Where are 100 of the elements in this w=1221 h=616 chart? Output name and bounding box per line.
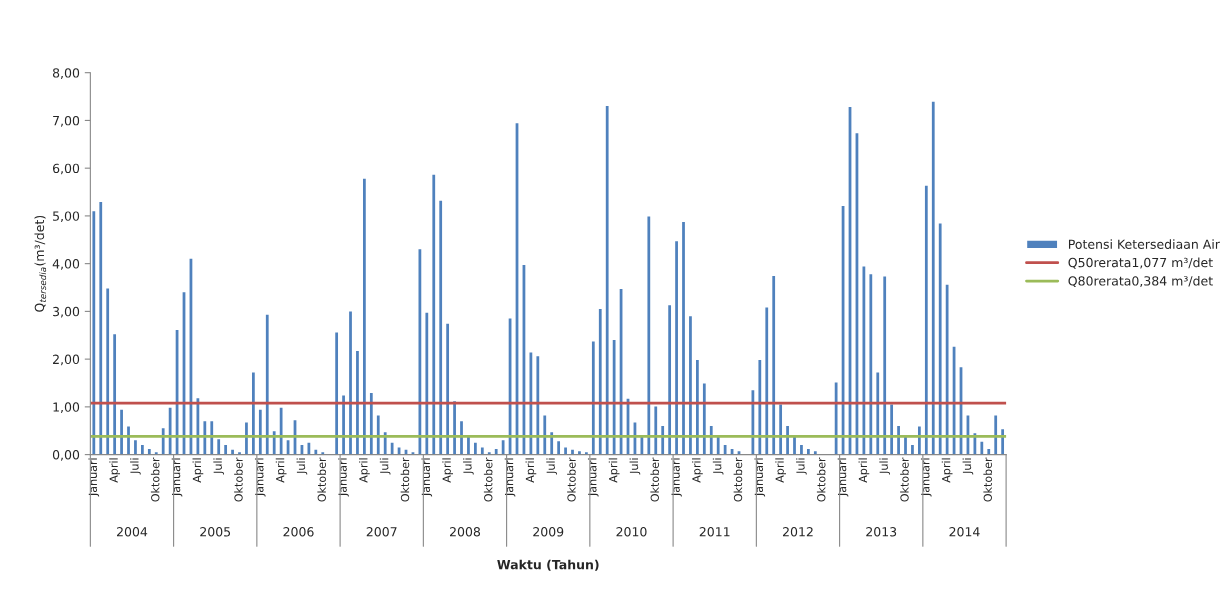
x-tick-label: April	[525, 458, 537, 483]
bar	[113, 334, 117, 455]
x-tick-label: Januari	[920, 458, 932, 497]
bar	[432, 174, 436, 455]
x-tick-label: Januari	[421, 458, 433, 497]
x-tick-label: Juli	[546, 458, 557, 475]
y-axis-title: Q$_{tersedia}$(m³/det)	[34, 215, 47, 312]
bar	[883, 276, 887, 455]
text: 2010	[616, 527, 647, 537]
x-axis-title: Waktu (Tahun)	[497, 559, 599, 571]
bar	[834, 382, 838, 455]
bar	[245, 422, 248, 455]
bar	[390, 442, 394, 455]
x-tick-label: Juli	[712, 458, 724, 475]
x-tick-label: April	[275, 458, 287, 483]
x-tick-label: Oktober	[983, 457, 992, 502]
x-tick-label: Oktober	[150, 457, 160, 502]
y-tick-label: 2,00	[53, 354, 80, 366]
bar	[876, 372, 880, 455]
bar	[120, 409, 123, 455]
bar	[501, 440, 505, 455]
x-tick-label: Januari	[338, 458, 349, 497]
x-tick-label: Juli	[629, 458, 641, 475]
bar	[675, 241, 678, 455]
bar	[911, 445, 914, 455]
text: 2005	[200, 527, 231, 537]
bar	[779, 404, 783, 455]
x-tick-label: Januari	[504, 458, 516, 497]
bar	[529, 352, 533, 455]
bar	[134, 440, 137, 455]
y-tick-label: 3,00	[53, 306, 80, 318]
bar	[647, 216, 651, 455]
legend-label: Q50rerata1,077 m³/det	[1068, 257, 1213, 269]
bar	[425, 312, 429, 455]
bar	[460, 421, 463, 455]
y-tick-label: 1,00	[53, 402, 80, 414]
bar	[668, 305, 672, 455]
bar	[363, 178, 366, 455]
bar	[307, 442, 311, 455]
bar	[168, 407, 172, 455]
x-tick-label: Oktober	[733, 457, 743, 502]
y-tick-label: 0,00	[52, 450, 80, 461]
x-tick-label: Juli	[463, 458, 474, 475]
bar	[938, 223, 942, 455]
y-tick-label: 7,00	[53, 115, 80, 127]
bar	[474, 442, 477, 455]
bar	[605, 106, 609, 455]
x-tick-label: April	[858, 458, 870, 483]
bar	[931, 101, 935, 455]
x-tick-label: April	[359, 458, 370, 483]
bar	[890, 404, 894, 455]
bar	[924, 185, 928, 455]
bar	[862, 266, 866, 455]
x-tick-label: Oktober	[400, 457, 410, 502]
bar	[945, 284, 949, 455]
text: 2014	[949, 527, 980, 537]
bar	[224, 445, 228, 455]
x-tick-label: April	[775, 458, 787, 483]
bar	[418, 249, 422, 455]
x-tick-label: Oktober	[816, 457, 826, 502]
bar	[265, 314, 269, 455]
x-tick-label: Oktober	[900, 457, 909, 502]
x-tick-label: Januari	[587, 458, 599, 497]
x-tick-label: Juli	[962, 458, 974, 475]
bar	[682, 222, 685, 455]
bar	[980, 441, 984, 455]
bar	[994, 415, 998, 455]
bar	[252, 372, 255, 455]
text: 2012	[782, 527, 813, 537]
bar	[480, 447, 484, 455]
bar	[106, 288, 110, 455]
text: 2004	[116, 527, 148, 537]
bar	[147, 448, 151, 455]
bar	[536, 356, 540, 455]
bar	[591, 341, 595, 455]
bar	[543, 415, 547, 455]
legend-label: Q80rerata0,384 m³/det	[1068, 275, 1213, 288]
bar	[335, 332, 339, 455]
bar	[349, 311, 352, 455]
x-tick-label: Juli	[796, 458, 807, 475]
x-tick-label: April	[608, 458, 620, 483]
y-tick-label: 6,00	[52, 163, 80, 175]
bar	[571, 449, 574, 455]
x-tick-label: Januari	[88, 458, 100, 497]
text: 2013	[866, 527, 897, 537]
text: 2011	[699, 527, 730, 537]
bar	[494, 448, 498, 455]
text: 2009	[533, 527, 564, 537]
bar	[342, 395, 345, 455]
x-tick-label: Oktober	[234, 457, 243, 502]
bar	[356, 351, 359, 455]
x-tick-label: Juli	[296, 458, 308, 475]
bar	[99, 202, 103, 455]
x-tick-label: April	[442, 458, 454, 483]
bar	[869, 274, 873, 455]
bar	[578, 451, 581, 455]
bar	[813, 451, 817, 455]
bar	[800, 445, 803, 455]
x-tick-label: Januari	[171, 458, 183, 497]
x-tick-label: April	[941, 458, 953, 483]
